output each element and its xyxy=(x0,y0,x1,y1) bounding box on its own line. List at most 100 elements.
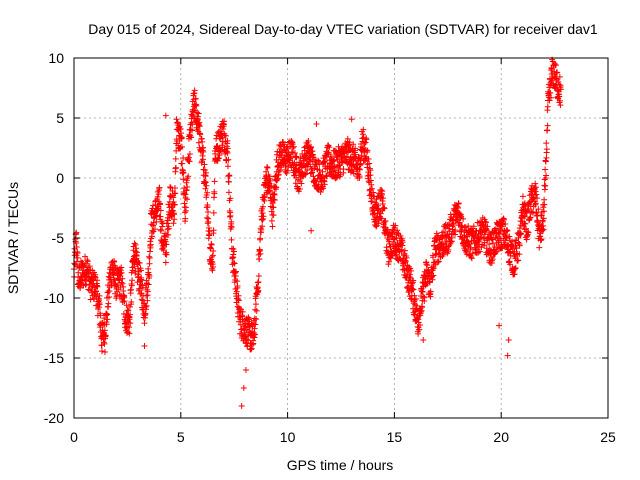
data-point xyxy=(505,337,512,343)
data-point xyxy=(445,246,452,253)
data-point xyxy=(256,256,263,263)
y-tick-label: -20 xyxy=(44,410,64,426)
data-point xyxy=(360,126,367,133)
data-point xyxy=(264,163,271,170)
data-point xyxy=(101,349,108,355)
data-point xyxy=(178,143,185,150)
data-point xyxy=(484,223,491,230)
data-point xyxy=(127,311,134,318)
data-point xyxy=(483,226,490,233)
data-point xyxy=(103,321,110,328)
data-point xyxy=(525,229,532,236)
data-point xyxy=(252,301,259,308)
data-point xyxy=(105,293,112,300)
data-point xyxy=(308,143,315,150)
data-point xyxy=(240,385,247,391)
data-point xyxy=(143,306,150,313)
data-point xyxy=(257,250,264,257)
data-point xyxy=(146,248,153,255)
data-point xyxy=(235,297,242,304)
data-point xyxy=(344,135,351,142)
data-point xyxy=(386,240,393,247)
data-point xyxy=(403,254,410,261)
data-point xyxy=(211,178,218,185)
data-point xyxy=(86,263,93,270)
data-point xyxy=(210,263,217,270)
data-point xyxy=(305,137,312,144)
data-point xyxy=(149,233,156,240)
data-point xyxy=(118,269,125,276)
data-point xyxy=(331,167,338,174)
data-point xyxy=(261,193,268,200)
data-point xyxy=(103,310,110,317)
data-points xyxy=(71,56,564,409)
data-point xyxy=(248,345,255,352)
data-point xyxy=(544,103,551,110)
data-point xyxy=(233,288,240,295)
data-point xyxy=(288,149,295,156)
data-point xyxy=(423,261,430,268)
data-point xyxy=(543,140,550,147)
data-point xyxy=(129,277,136,284)
data-point xyxy=(540,204,547,211)
data-point xyxy=(203,182,210,189)
data-point xyxy=(253,307,260,314)
data-point xyxy=(310,154,317,161)
data-point xyxy=(496,322,503,329)
data-point xyxy=(420,337,427,343)
data-point xyxy=(84,257,91,264)
data-point xyxy=(534,195,541,202)
data-point xyxy=(173,116,180,123)
data-point xyxy=(119,275,126,282)
data-point xyxy=(200,148,207,155)
data-point xyxy=(83,281,90,288)
data-point xyxy=(532,200,539,207)
data-point xyxy=(452,227,459,234)
data-point xyxy=(540,215,547,222)
data-point xyxy=(399,239,406,246)
data-point xyxy=(255,287,262,294)
data-point xyxy=(274,177,281,184)
data-point xyxy=(133,245,140,252)
data-point xyxy=(259,223,266,230)
data-point xyxy=(244,342,251,349)
data-point xyxy=(293,154,300,161)
data-point xyxy=(206,228,213,235)
data-point xyxy=(267,177,274,184)
data-point xyxy=(378,215,385,222)
data-point xyxy=(553,75,560,82)
data-point xyxy=(224,148,231,155)
data-point xyxy=(321,181,328,188)
data-point xyxy=(468,254,475,261)
data-point xyxy=(450,214,457,221)
data-point xyxy=(388,233,395,240)
data-point xyxy=(321,158,328,165)
data-point xyxy=(156,184,163,191)
data-point xyxy=(500,215,507,222)
data-point xyxy=(357,161,364,168)
data-point xyxy=(139,306,146,313)
data-point xyxy=(162,112,169,119)
data-point xyxy=(96,301,103,308)
data-point xyxy=(557,102,564,109)
data-point xyxy=(450,221,457,228)
data-point xyxy=(269,223,276,230)
data-point xyxy=(424,262,431,269)
data-point xyxy=(260,194,267,201)
data-point xyxy=(311,165,318,172)
data-point xyxy=(178,134,185,141)
data-point xyxy=(380,204,387,211)
data-point xyxy=(77,284,84,291)
data-point xyxy=(302,155,309,162)
data-point xyxy=(310,173,317,180)
data-point xyxy=(157,213,164,220)
data-point xyxy=(184,196,191,203)
data-point xyxy=(308,227,315,234)
data-point xyxy=(302,171,309,178)
data-point xyxy=(555,78,562,85)
data-point xyxy=(251,331,258,338)
data-point xyxy=(492,249,499,256)
data-point xyxy=(171,201,178,208)
data-point xyxy=(123,302,130,309)
